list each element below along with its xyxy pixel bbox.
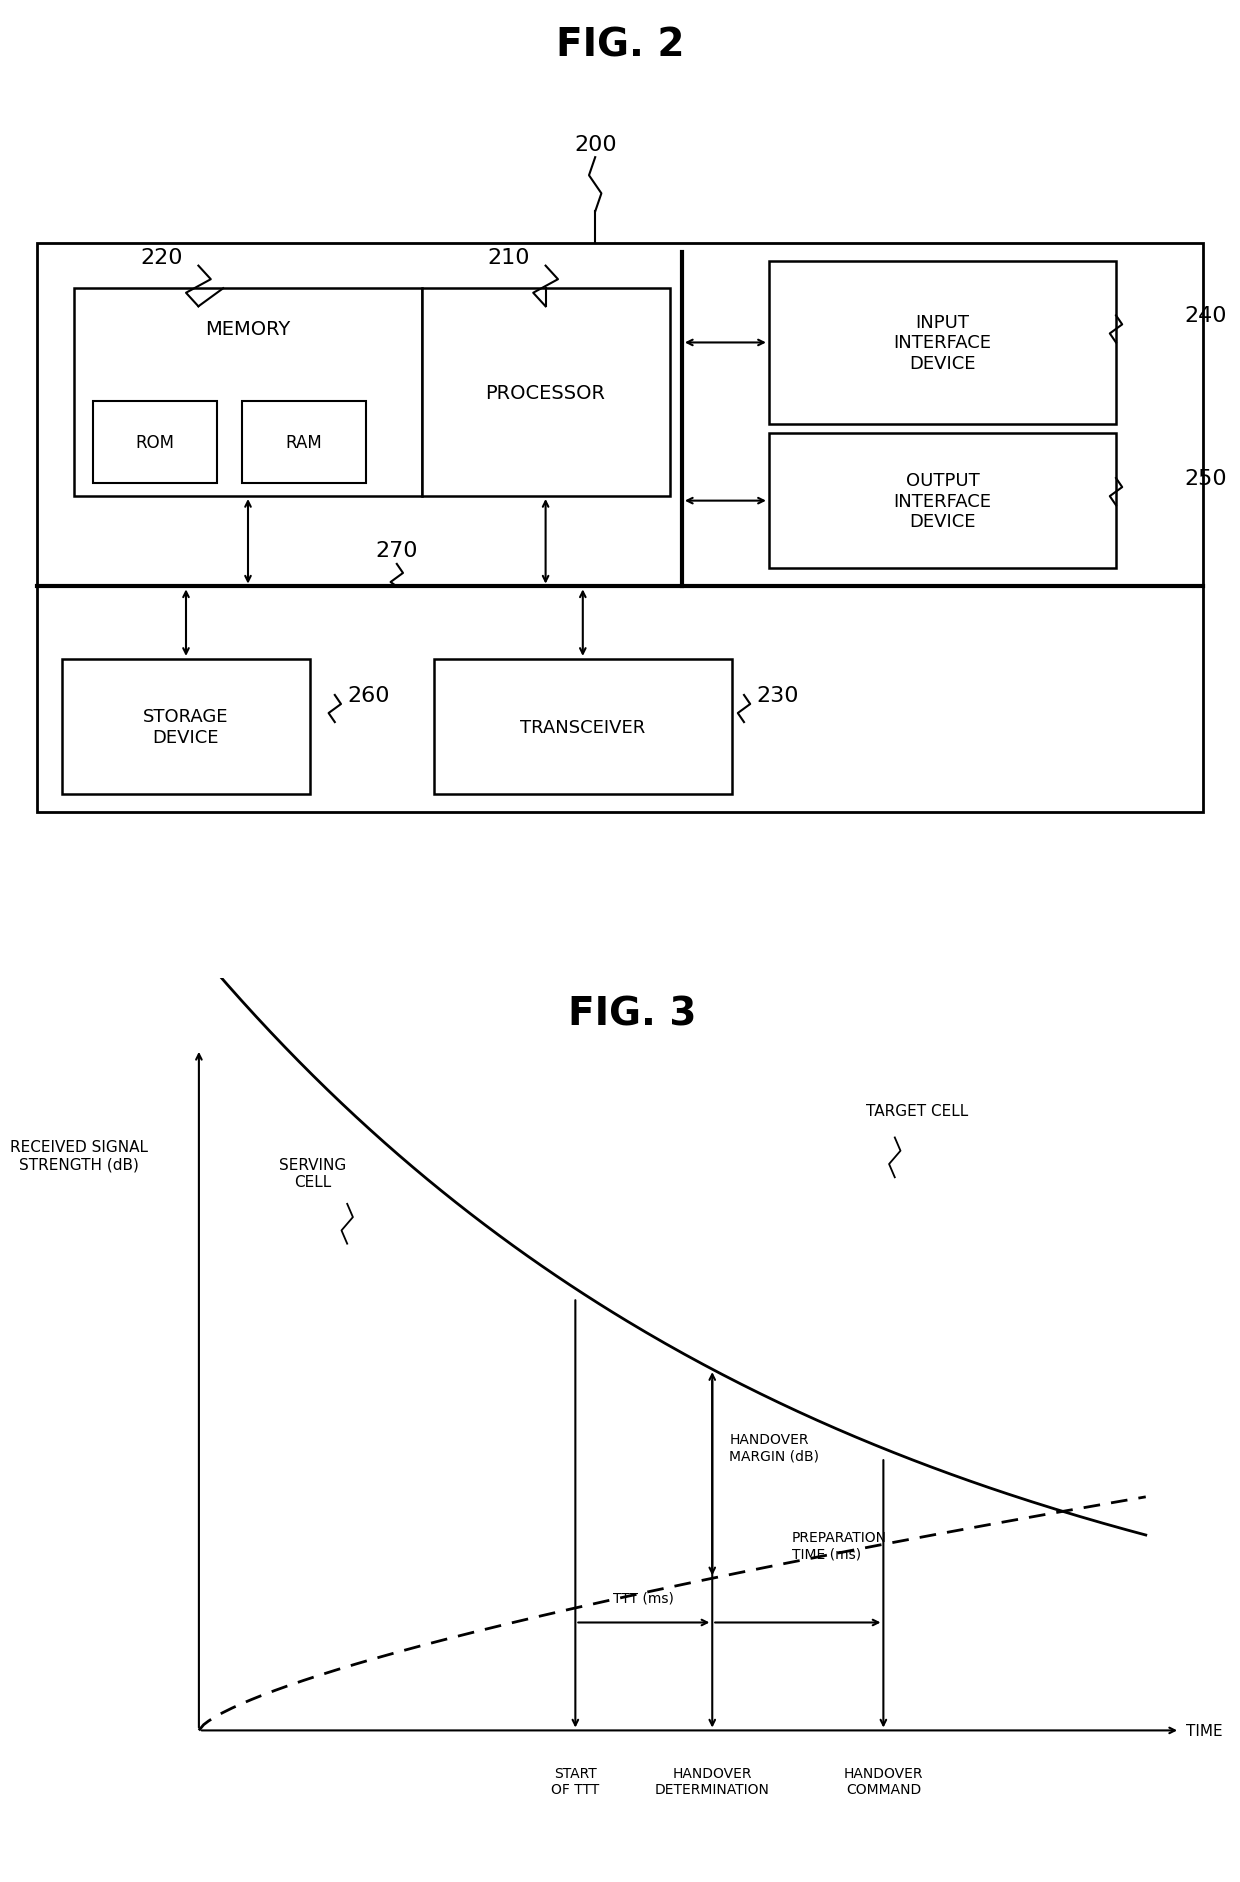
Text: ROM: ROM: [135, 433, 175, 452]
Text: STORAGE
DEVICE: STORAGE DEVICE: [144, 708, 228, 747]
Text: 270: 270: [376, 540, 418, 561]
Text: 240: 240: [1184, 307, 1226, 326]
Text: MEMORY: MEMORY: [206, 320, 290, 339]
Text: OUTPUT
INTERFACE
DEVICE: OUTPUT INTERFACE DEVICE: [893, 472, 992, 531]
Text: FIG. 3: FIG. 3: [568, 996, 697, 1033]
Text: TRANSCEIVER: TRANSCEIVER: [520, 719, 646, 736]
Text: HANDOVER
COMMAND: HANDOVER COMMAND: [843, 1765, 923, 1795]
Text: START
OF TTT: START OF TTT: [552, 1765, 599, 1795]
Text: PREPARATION
TIME (ms): PREPARATION TIME (ms): [792, 1530, 887, 1560]
Text: HANDOVER
DETERMINATION: HANDOVER DETERMINATION: [655, 1765, 770, 1795]
Text: 230: 230: [756, 685, 799, 706]
Text: SERVING
CELL: SERVING CELL: [279, 1157, 347, 1189]
Bar: [37, 245, 1203, 813]
Bar: [93, 403, 217, 484]
Bar: [242, 403, 366, 484]
Text: 200: 200: [574, 134, 616, 154]
Bar: [769, 433, 1116, 568]
Bar: [422, 290, 670, 497]
Bar: [74, 290, 422, 497]
Text: TTT (ms): TTT (ms): [614, 1590, 675, 1605]
Text: PROCESSOR: PROCESSOR: [486, 384, 605, 403]
Text: 260: 260: [347, 685, 389, 706]
Text: 220: 220: [140, 247, 182, 267]
Bar: [769, 262, 1116, 425]
Text: HANDOVER
MARGIN (dB): HANDOVER MARGIN (dB): [729, 1432, 820, 1462]
Text: 210: 210: [487, 247, 529, 267]
Text: INPUT
INTERFACE
DEVICE: INPUT INTERFACE DEVICE: [893, 314, 992, 373]
Text: TIME: TIME: [1185, 1724, 1223, 1737]
Text: FIG. 2: FIG. 2: [556, 26, 684, 64]
Bar: [62, 659, 310, 794]
Text: RAM: RAM: [285, 433, 322, 452]
Text: TARGET CELL: TARGET CELL: [867, 1105, 968, 1118]
Text: 250: 250: [1184, 469, 1226, 489]
Bar: [434, 659, 732, 794]
Text: RECEIVED SIGNAL
STRENGTH (dB): RECEIVED SIGNAL STRENGTH (dB): [10, 1139, 148, 1172]
